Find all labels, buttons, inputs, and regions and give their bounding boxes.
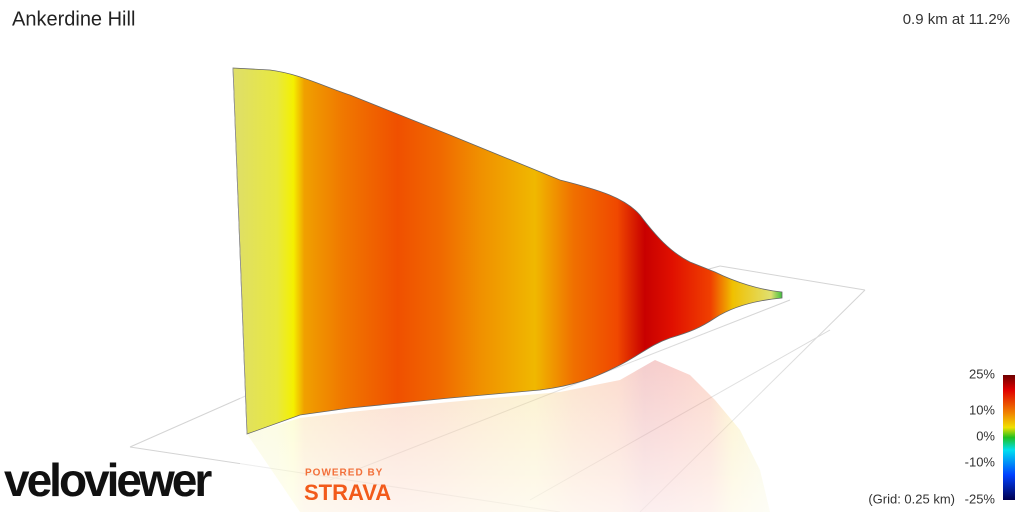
scale-label: 10% [969,402,995,417]
profile-edge [232,67,248,435]
segment-title: Ankerdine Hill [12,8,135,30]
powered-by: POWERED BY [305,468,383,479]
scale-label: 25% [969,366,995,381]
profile-surface [232,67,783,435]
grid-note: (Grid: 0.25 km) [868,491,955,506]
brand-logo: veloviewer [4,454,212,506]
scale-label: 0% [976,428,995,443]
segment-summary: 0.9 km at 11.2% [903,11,1010,28]
gradient-scale [1003,375,1015,500]
strava-logo: STRAVA [304,480,391,505]
scale-label: -25% [965,491,996,506]
scale-label: -10% [965,454,996,469]
